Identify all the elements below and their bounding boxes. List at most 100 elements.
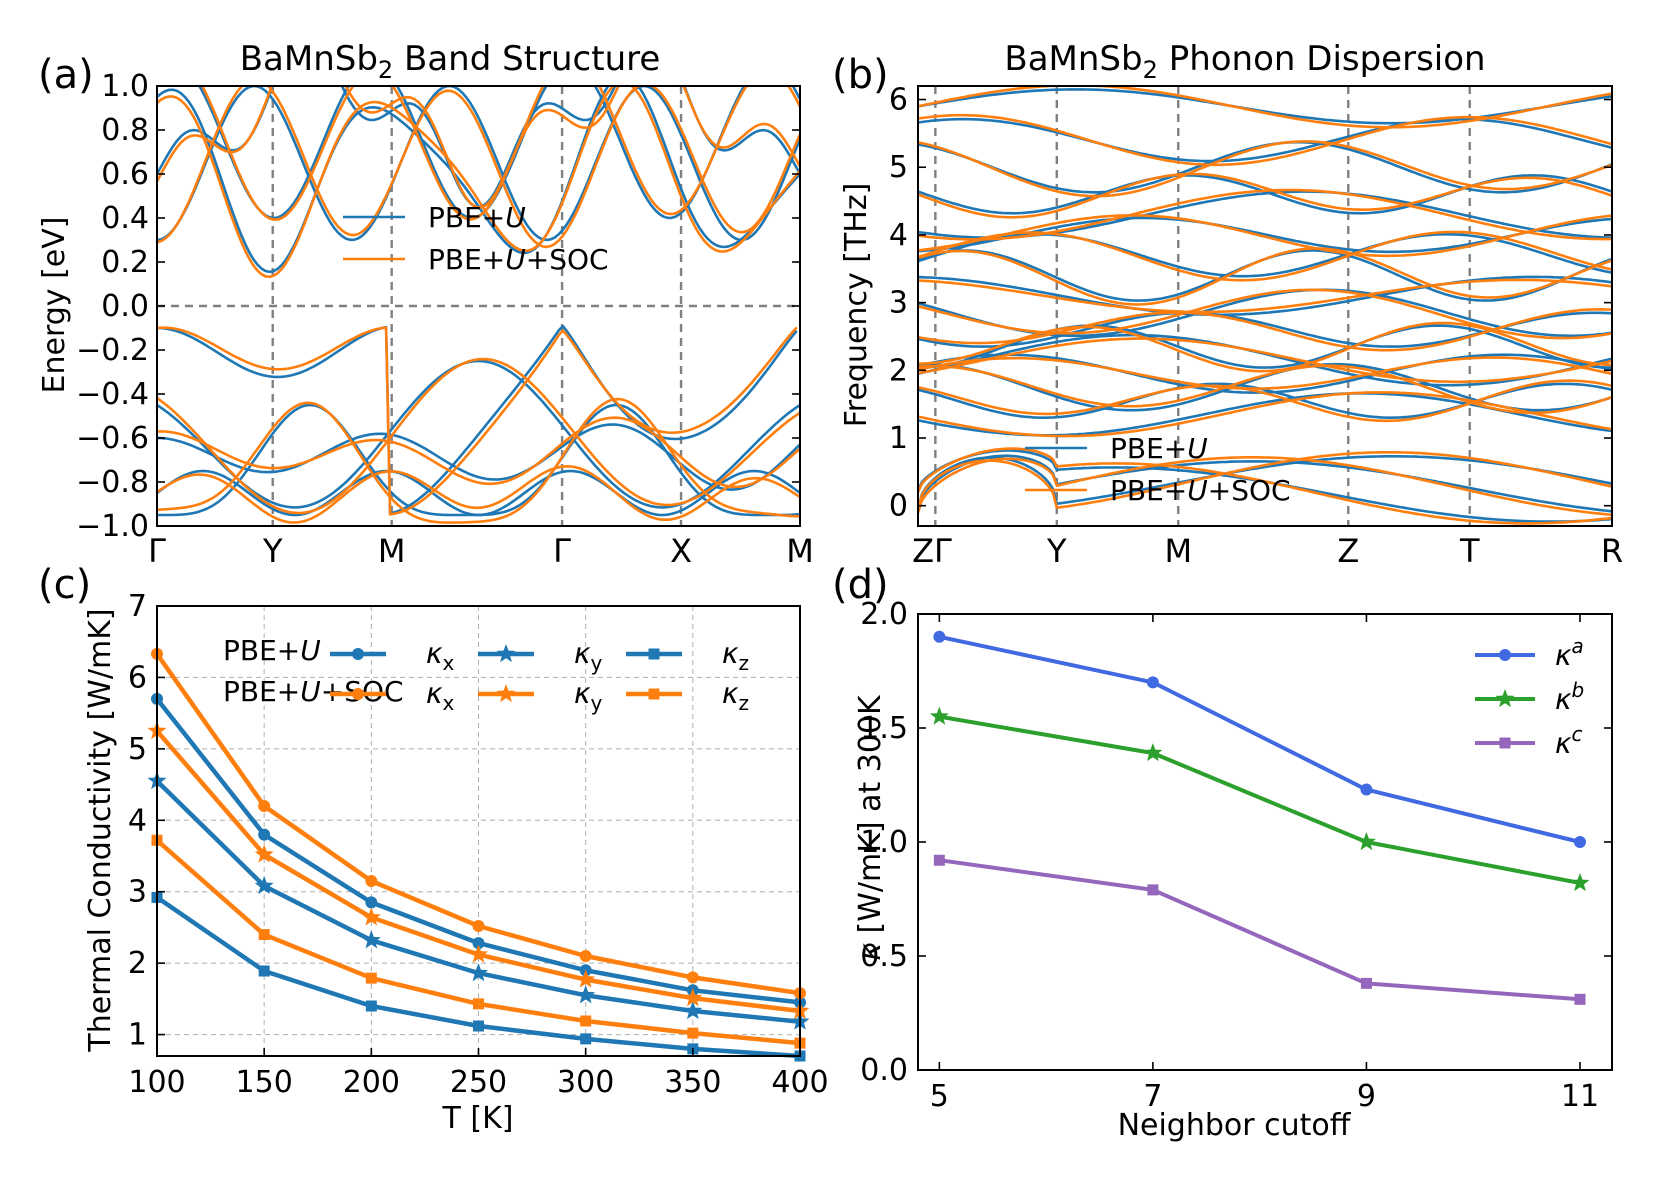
phonon-branch-pbeu [918, 392, 1612, 437]
phonon-branch-soc [918, 337, 1612, 384]
data-point-x [472, 920, 485, 932]
y-tick-label: 0.0 [860, 1053, 908, 1088]
qpoint-label: ZΓ [912, 532, 952, 570]
phonon-branch-soc [918, 188, 1612, 241]
data-point-kappa-a [1146, 676, 1159, 689]
phonon-branch-soc [918, 364, 1612, 415]
phonon-branch-pbeu [918, 353, 1612, 394]
kpoint-label: M [786, 532, 814, 570]
band-line-soc [157, 326, 798, 516]
y-tick-label: 4 [889, 218, 908, 253]
phonon-branch-soc [918, 321, 1612, 373]
legend-label-pbeu-soc: PBE+U+SOC [1110, 474, 1291, 507]
panel-d-axes [917, 613, 1613, 1071]
legend-marker-kappa-a [1499, 649, 1511, 661]
band-line-pbeu [157, 423, 800, 491]
data-point-kappa-c [1574, 993, 1586, 1005]
panel-b-title: BaMnSb2 Phonon Dispersion [1004, 39, 1485, 84]
legend-marker-x [352, 688, 364, 700]
data-point-z [473, 1020, 484, 1032]
data-point-kappa-a [1573, 836, 1586, 848]
y-tick-label: 2 [889, 353, 908, 388]
phonon-branch-soc [918, 278, 1612, 314]
data-point-z [258, 929, 270, 941]
x-tick-label: 100 [128, 1065, 185, 1100]
y-tick-label: 6 [128, 660, 147, 695]
panel-b-letter: (b) [832, 52, 889, 98]
legend-label-kappa-a: κa [1555, 634, 1584, 672]
panel-a-axes [156, 85, 801, 527]
phonon-branch-pbeu [918, 88, 1612, 125]
band-line-soc [157, 416, 800, 489]
phonon-branch-pbeu [918, 455, 1612, 511]
phonon-branch-soc [918, 140, 1612, 198]
panel-c-xlabel: T [K] [442, 1101, 514, 1136]
legend-marker-y [496, 644, 516, 663]
legend-label-kappa-b: κb [1555, 678, 1584, 716]
legend-label-y: κy [574, 677, 603, 715]
legend-group-pbeu: PBE+U [223, 634, 321, 667]
data-point-y [254, 844, 274, 863]
x-tick-label: 7 [1143, 1079, 1162, 1114]
phonon-branch-soc [918, 379, 1612, 423]
y-tick-label: −0.4 [76, 377, 149, 412]
y-tick-label: 1 [889, 421, 908, 456]
band-line-soc [157, 86, 800, 209]
y-tick-label: 0.4 [101, 201, 149, 236]
legend-label-x: κx [426, 637, 455, 675]
y-tick-label: −0.2 [76, 333, 149, 368]
band-line-pbeu [157, 324, 798, 515]
data-point-y [254, 876, 274, 895]
data-point-kappa-b [1356, 832, 1376, 851]
data-point-x [472, 937, 485, 950]
qpoint-label: R [1601, 532, 1623, 570]
panel-c-letter: (c) [38, 562, 91, 608]
x-tick-label: 300 [557, 1065, 614, 1100]
panel-a-ylabel: Energy [eV] [37, 217, 72, 394]
legend-label-x: κx [426, 677, 455, 715]
x-tick-label: 11 [1561, 1079, 1599, 1114]
phonon-branch-soc [918, 86, 1612, 129]
panel-d-neighbor-cutoff: (d) κ [W/mK] at 300K Neighbor cutoff 5 7 9… [832, 562, 1613, 1143]
data-point-x [365, 875, 378, 887]
band-line-soc [157, 86, 800, 279]
panel-c-axes [156, 605, 801, 1057]
legend-marker-x [352, 648, 364, 660]
series-line-kappa-a [937, 634, 1582, 844]
panel-b-ylabel: Frequency [THz] [839, 183, 874, 428]
y-tick-label: 0.5 [860, 939, 908, 974]
data-point-y [468, 963, 489, 982]
x-tick-label: 400 [771, 1065, 828, 1100]
kpoint-label: Γ [148, 532, 166, 570]
y-tick-label: 2.0 [860, 597, 908, 632]
data-point-kappa-c [933, 854, 945, 866]
data-point-kappa-a [933, 630, 946, 643]
phonon-branch-soc [918, 356, 1612, 390]
qpoint-label: T [1459, 532, 1480, 570]
y-tick-label: 1.0 [101, 69, 149, 104]
phonon-branch-soc [918, 451, 1612, 512]
x-tick-label: 150 [236, 1065, 293, 1100]
y-tick-label: 5 [889, 150, 908, 185]
panel-b-axes [917, 85, 1613, 527]
kpoint-label: Γ [553, 532, 571, 570]
legend-label-kappa-c: κc [1555, 722, 1583, 760]
y-tick-label: −0.8 [76, 465, 149, 500]
kpoint-label: X [670, 532, 692, 570]
band-line-pbeu [157, 403, 800, 517]
data-point-x [365, 896, 378, 909]
legend-marker-z [648, 648, 660, 660]
data-point-y [683, 988, 703, 1007]
phonon-branch-soc [918, 247, 1612, 306]
phonon-branch-soc [918, 172, 1612, 219]
panel-d-legend: κa κb κc [1475, 634, 1584, 760]
panel-c-ylabel: Thermal Conductivity [W/mK] [83, 608, 118, 1052]
data-point-kappa-c [1147, 884, 1159, 896]
legend-label-y: κy [574, 637, 603, 675]
panel-d-ylabel: κ [W/mK] at 300K [853, 694, 888, 961]
data-point-z [687, 1027, 699, 1039]
kpoint-label: M [378, 532, 406, 570]
y-tick-label: 3 [128, 875, 147, 910]
data-point-z [258, 965, 270, 977]
phonon-branch-pbeu [918, 140, 1612, 194]
